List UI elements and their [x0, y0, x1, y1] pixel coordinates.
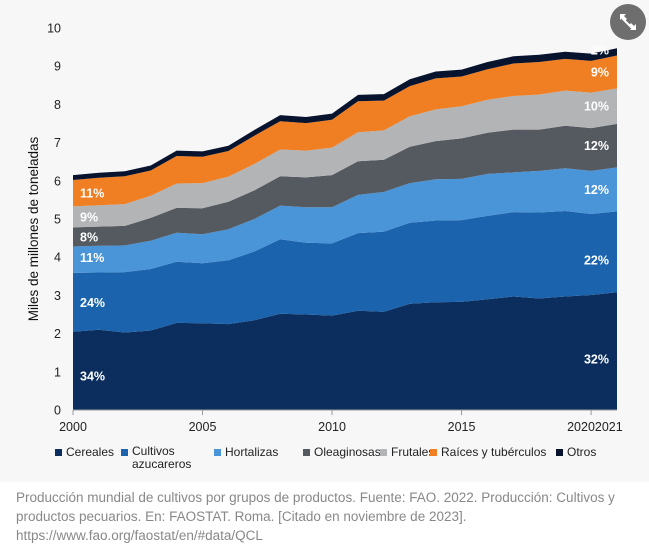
- pct-label-2000: 11%: [80, 251, 104, 265]
- legend-swatch: [556, 449, 563, 456]
- pct-label-2021: 9%: [591, 65, 609, 79]
- chart-area: 0 1 2 3 4 5 6 7 8 9 10 2000 2005 2010 2015 20202021 34%…: [26, 4, 646, 472]
- x-tick-label: 2000: [59, 420, 87, 434]
- legend-label: Cultivos azucareros: [132, 444, 191, 471]
- figure-caption: Producción mundial de cultivos por grupo…: [16, 490, 615, 543]
- percentage-labels: 34% 24% 11% 8% 9% 11% 32% 22% 12% 12% 10% 9% 2%: [80, 43, 609, 383]
- expand-arrows-icon: [620, 14, 636, 30]
- legend-swatch: [303, 449, 310, 456]
- legend-label: Cereales: [66, 445, 114, 459]
- expand-button[interactable]: [610, 4, 646, 40]
- area-frutales: [73, 88, 617, 228]
- legend: Cereales Cultivos azucareros Hortalizas Olea…: [55, 444, 596, 471]
- pct-label-2000: 11%: [80, 187, 104, 201]
- y-axis-label: Miles de millones de toneladas: [26, 136, 41, 321]
- legend-label: Otros: [567, 445, 596, 459]
- legend-swatch: [430, 449, 437, 456]
- legend-label: Hortalizas: [225, 445, 278, 459]
- pct-label-2000: 24%: [80, 296, 105, 310]
- axes: 0 1 2 3 4 5 6 7 8 9 10 2000 2005 2010 2015 20202021: [47, 22, 623, 435]
- stacked-area-chart: 0 1 2 3 4 5 6 7 8 9 10 2000 2005 2010 2015 20202021 34%…: [26, 22, 623, 472]
- area-cereales: [73, 292, 617, 410]
- x-tick-label: 2010: [318, 420, 346, 434]
- area-ra-ces-y-tub-rculos: [73, 55, 617, 207]
- pct-label-2021: 22%: [584, 253, 609, 267]
- y-tick-label: 4: [54, 251, 61, 265]
- pct-label-2000: 9%: [80, 210, 98, 224]
- pct-label-2021: 12%: [584, 139, 609, 153]
- y-tick-label: 6: [54, 174, 61, 188]
- x-tick-label: 2015: [448, 420, 476, 434]
- y-tick-label: 10: [47, 22, 61, 36]
- pct-label-2000: 8%: [80, 230, 98, 244]
- legend-swatch: [380, 449, 387, 456]
- x-tick-label: 20202021: [567, 420, 623, 434]
- legend-swatch: [214, 449, 221, 456]
- pct-label-2021: 12%: [584, 183, 609, 197]
- pct-label-2021: 32%: [584, 353, 609, 367]
- legend-swatch: [121, 449, 128, 456]
- legend-label: Raíces y tubérculos: [441, 445, 546, 459]
- x-tick-label: 2005: [189, 420, 217, 434]
- area-oleaginosas: [73, 123, 617, 247]
- legend-label: Frutales: [391, 445, 434, 459]
- y-tick-label: 7: [54, 136, 61, 150]
- pct-label-2000: 34%: [80, 369, 105, 383]
- y-tick-label: 0: [54, 404, 61, 418]
- pct-label-2021: 2%: [591, 43, 609, 57]
- legend-swatch: [55, 449, 62, 456]
- y-tick-label: 8: [54, 98, 61, 112]
- area-cultivos-azucareros: [73, 211, 617, 333]
- y-tick-label: 1: [54, 365, 61, 379]
- area-layers: [73, 48, 617, 410]
- y-tick-label: 2: [54, 327, 61, 341]
- y-tick-label: 3: [54, 289, 61, 303]
- legend-label: Oleaginosas: [314, 445, 381, 459]
- pct-label-2021: 10%: [584, 100, 609, 114]
- y-tick-label: 5: [54, 213, 61, 227]
- area-hortalizas: [73, 167, 617, 273]
- y-tick-label: 9: [54, 60, 61, 74]
